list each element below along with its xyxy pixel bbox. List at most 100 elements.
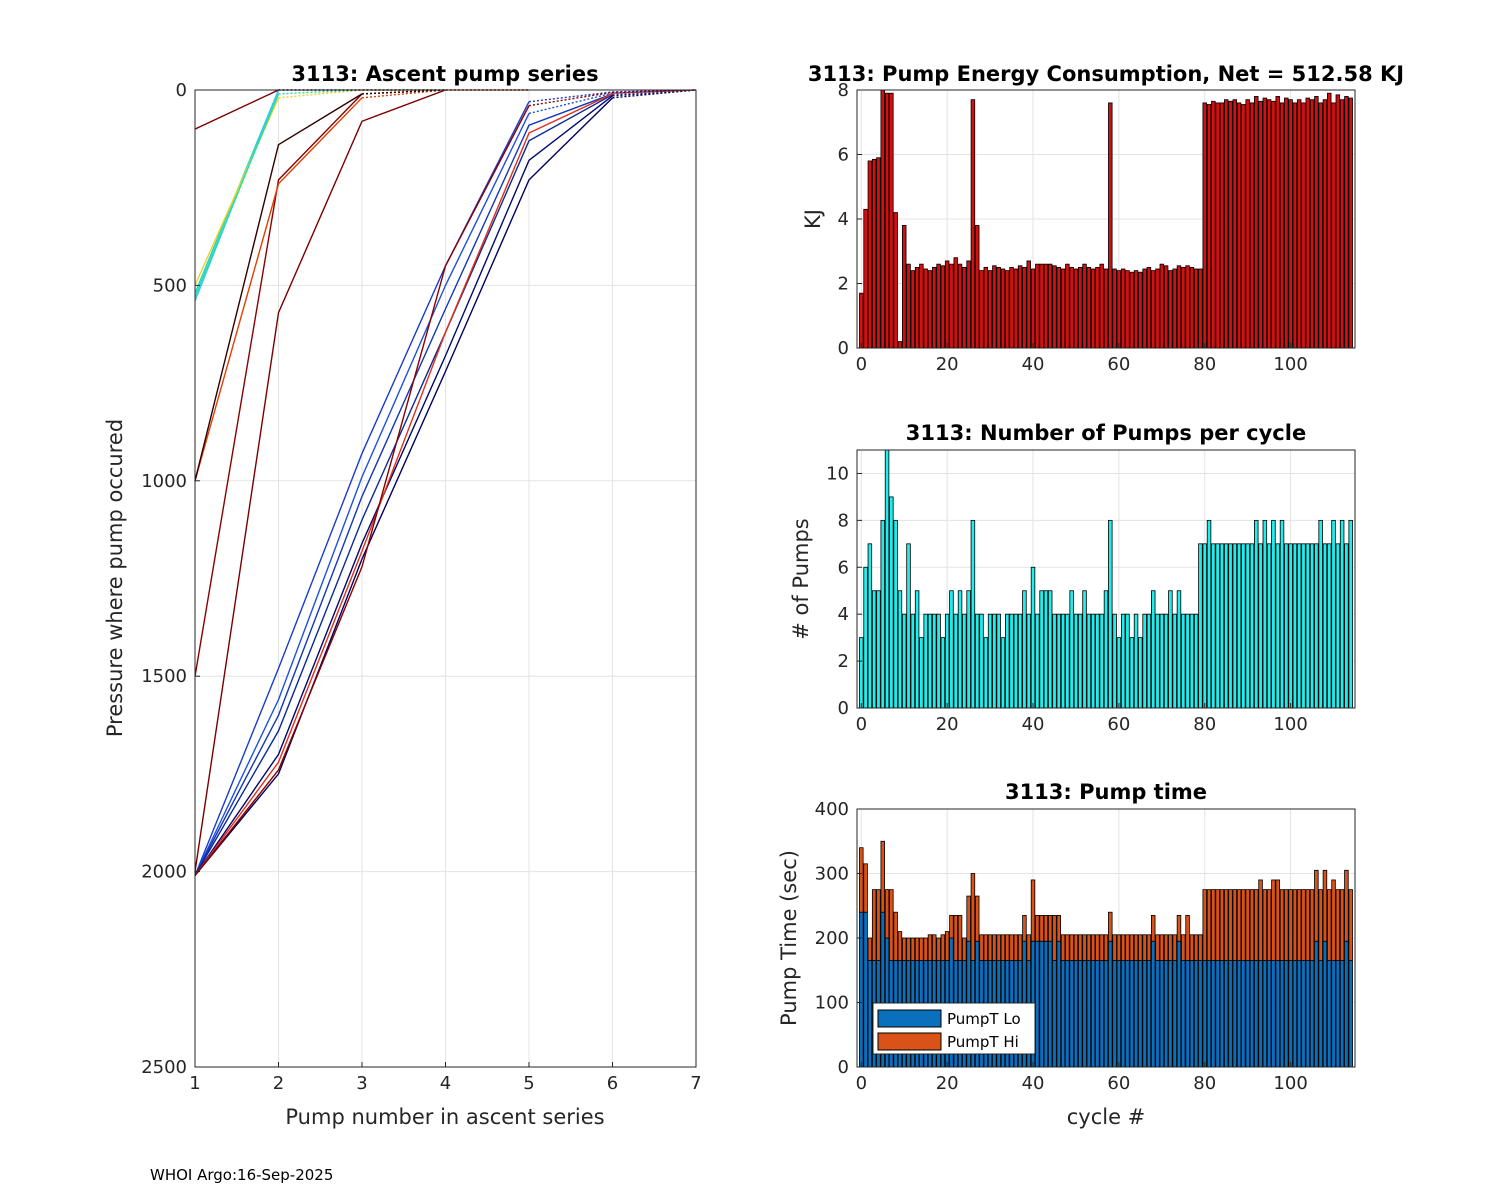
energy-bar [1052, 265, 1057, 349]
pumptime-bar-hi [949, 915, 954, 939]
pumps-bar [1172, 613, 1177, 709]
pumps-xtick-label: 0 [856, 714, 867, 735]
legend-swatch-lo [877, 1009, 942, 1028]
energy-bar [876, 157, 881, 349]
pumptime-bar-lo [1065, 960, 1070, 1068]
pumps-bar [1159, 613, 1165, 709]
pumps-bar [1254, 519, 1259, 709]
energy-xtick-label: 40 [1022, 354, 1045, 375]
energy-bar [1138, 271, 1143, 349]
pumptime-bar-lo [1108, 940, 1113, 1068]
pumps-bar [987, 613, 993, 709]
energy-bar [1082, 263, 1087, 349]
pumps-bar [1129, 637, 1134, 709]
pumps-bar [1309, 543, 1315, 709]
pumps-ytick-label: 0 [838, 698, 849, 719]
pumps-bar [979, 613, 984, 709]
energy-bar [1193, 268, 1199, 349]
energy-bar [1108, 102, 1113, 349]
energy-bar [1078, 266, 1083, 349]
pumps-bar [1142, 613, 1147, 709]
ascent-line-mid-red-b [194, 97, 363, 481]
pumptime-bar-hi [987, 934, 993, 961]
energy-bar [1305, 97, 1311, 349]
energy-bar [1005, 270, 1010, 349]
energy-bar [1344, 96, 1349, 349]
pumptime-bar-lo [1327, 960, 1332, 1068]
pumptime-bar-lo [859, 911, 864, 1068]
ascent-line-mid-red-a [194, 93, 363, 677]
energy-bar [1279, 102, 1285, 349]
pumps-bar [871, 590, 877, 709]
pumptime-bar-lo [1189, 960, 1195, 1068]
pumptime-bar-lo [1236, 960, 1242, 1068]
pumptime-bar-lo [1241, 960, 1246, 1068]
energy-bar [1142, 268, 1147, 349]
pumptime-bar-hi [1017, 934, 1023, 961]
pumptime-bar-hi [957, 915, 963, 961]
pumptime-bar-hi [871, 889, 877, 961]
ascent-series-lines [194, 89, 697, 876]
pumps-bar [1318, 519, 1323, 709]
pumptime-legend: PumpT Lo PumpT Hi [872, 1002, 1036, 1055]
energy-bar [906, 263, 911, 349]
pumptime-bar-lo [1198, 960, 1203, 1068]
energy-bar [1262, 97, 1268, 349]
pumps-bar [1090, 613, 1096, 709]
pumptime-bar-hi [1009, 934, 1014, 961]
energy-bar [974, 225, 980, 349]
pumptime-bar-hi [876, 889, 881, 961]
pumptime-bar-hi [1284, 889, 1289, 961]
legend-label-hi: PumpT Hi [947, 1033, 1019, 1051]
pumps-bar [1284, 543, 1289, 709]
energy-bar [1335, 94, 1341, 349]
pumptime-bar-hi [1099, 934, 1104, 961]
pumps-bar [1103, 590, 1109, 709]
pumptime-bar-hi [1198, 934, 1203, 961]
pumps-bar [914, 590, 920, 709]
energy-bar [957, 263, 963, 349]
pumps-bar [910, 613, 916, 709]
pumptime-bar-lo [1181, 960, 1186, 1068]
ascent-line-deep-navy-a [194, 95, 613, 876]
pumps-bar [1108, 519, 1113, 709]
ascent-xtick-label: 1 [189, 1073, 200, 1094]
pumptime-bar-lo [1279, 960, 1285, 1068]
energy-bar [897, 341, 903, 349]
energy-x-ticks: 0 20 40 60 80 100 [856, 343, 1308, 375]
pumptime-bar-hi [953, 915, 958, 961]
pumptime-bar-lo [1086, 960, 1092, 1068]
ascent-y-ticks: 0 500 1000 1500 2000 2500 [141, 80, 200, 1078]
pumptime-y-label: Pump Time (sec) [777, 850, 801, 1026]
ascent-line-dark-red [194, 105, 530, 876]
pumps-bar [1086, 613, 1092, 709]
pumps-bar [1275, 543, 1280, 709]
ascent-xtick-label: 3 [356, 1073, 367, 1094]
pumptime-x-ticks: 0 20 40 60 80 100 [856, 1062, 1308, 1094]
energy-ytick-label: 2 [838, 274, 849, 295]
pumptime-bar-hi [1082, 934, 1087, 961]
pumptime-bar-lo [1202, 960, 1207, 1068]
pumps-bar [1236, 543, 1242, 709]
energy-bar [996, 266, 1001, 349]
pumptime-bar-lo [1305, 960, 1311, 1068]
pumptime-bar-hi [1228, 889, 1233, 961]
energy-bar [1284, 97, 1289, 349]
ascent-xtick-label: 5 [523, 1073, 534, 1094]
energy-bar [1163, 265, 1169, 349]
pumptime-bar-hi [1155, 934, 1160, 961]
ascent-line-mid-red-c [194, 89, 446, 872]
energy-bar [1172, 268, 1177, 349]
energy-bar [1318, 102, 1323, 349]
energy-bar [1185, 265, 1190, 349]
pumptime-bar-lo [1335, 960, 1341, 1068]
pumptime-bar-hi [1060, 934, 1066, 961]
pumptime-bar-hi [1129, 934, 1134, 961]
pumptime-bar-hi [1022, 915, 1027, 942]
pumps-bar [1009, 613, 1014, 709]
ascent-line-deep-blue-d [194, 94, 613, 876]
pumptime-bar-hi [893, 911, 898, 961]
pumptime-bar-hi [1163, 934, 1169, 961]
energy-xtick-label: 0 [856, 354, 867, 375]
